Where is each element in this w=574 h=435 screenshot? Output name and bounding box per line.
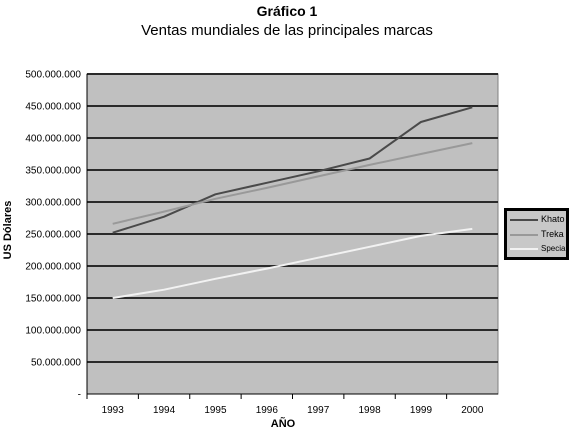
legend-label-special: Special: [541, 244, 568, 253]
y-tick-label: 250.000.000: [25, 230, 81, 241]
legend-item-special: Special: [510, 242, 568, 255]
legend-swatch-khato: [510, 219, 538, 221]
chart-title: Gráfico 1: [256, 3, 318, 19]
x-axis-label: AÑO: [271, 417, 296, 430]
y-tick-label: 300.000.000: [25, 198, 81, 209]
legend-label-treka: Treka: [541, 229, 564, 239]
x-tick-label: 2000: [461, 405, 484, 416]
y-tick-label: 50.000.000: [31, 358, 81, 369]
y-tick-label: -: [78, 390, 81, 401]
x-tick-label: 1998: [358, 405, 381, 416]
y-axis-label: US Dólares: [2, 201, 14, 260]
legend-swatch-treka: [510, 234, 538, 236]
x-tick-label: 1997: [307, 405, 330, 416]
legend-item-khato: Khato: [510, 213, 568, 226]
series-line-treka: [112, 142, 473, 225]
chart-subtitle: Ventas mundiales de las principales marc…: [141, 22, 433, 39]
x-tick-label: 1995: [204, 405, 227, 416]
x-axis-ticks: 1993 1994 1995 1996 1997 1998 1999 2000: [86, 394, 484, 416]
legend-swatch-special: [510, 248, 538, 250]
chart-legend: Khato Treka Special: [504, 208, 569, 260]
y-tick-label: 400.000.000: [25, 134, 81, 145]
x-tick-label: 1996: [256, 405, 279, 416]
y-tick-label: 200.000.000: [25, 262, 81, 273]
series-line-special: [112, 227, 473, 299]
series-line-khato: [112, 106, 473, 234]
x-tick-label: 1993: [102, 405, 125, 416]
legend-label-khato: Khato: [541, 214, 565, 224]
series-lines: [112, 106, 473, 299]
y-tick-label: 450.000.000: [25, 102, 81, 113]
x-tick-label: 1999: [410, 405, 433, 416]
legend-item-treka: Treka: [510, 228, 568, 241]
x-tick-label: 1994: [153, 405, 176, 416]
y-tick-label: 150.000.000: [25, 294, 81, 305]
y-tick-label: 100.000.000: [25, 326, 81, 337]
y-tick-label: 350.000.000: [25, 166, 81, 177]
y-axis-ticks: - 50.000.000 100.000.000 150.000.000 200.000…: [25, 70, 81, 401]
y-tick-label: 500.000.000: [25, 70, 81, 81]
